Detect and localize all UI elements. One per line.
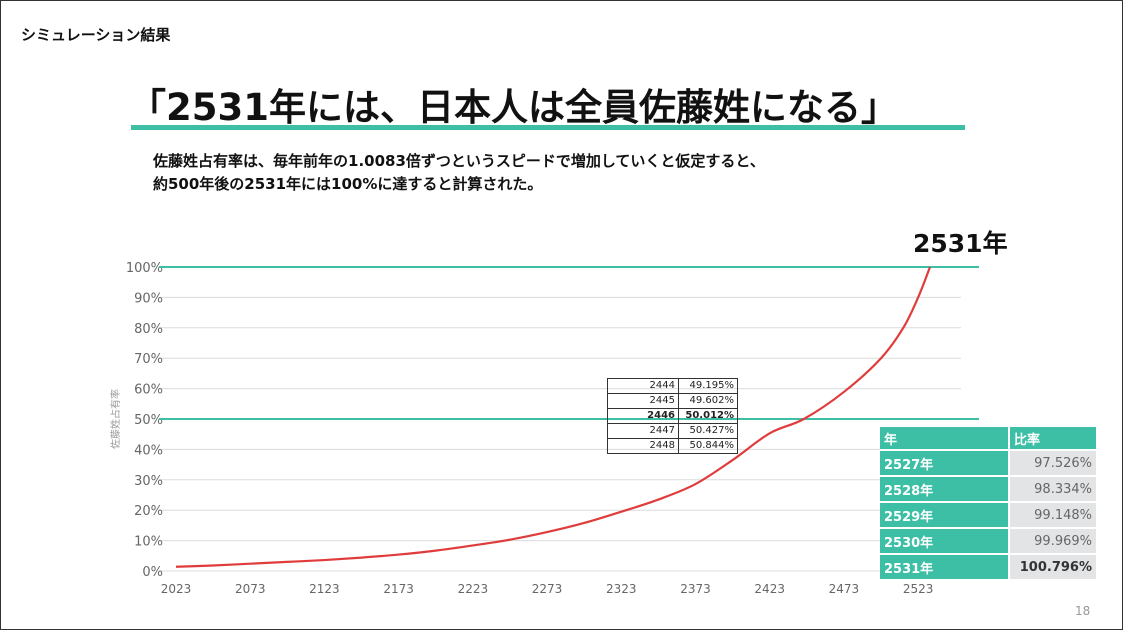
- result-value: 99.969%: [1010, 527, 1096, 553]
- detail-table: 2444 49.195% 2445 49.602% 2446 50.012% 2447 50.…: [607, 378, 738, 454]
- x-tick-label: 2173: [383, 582, 414, 596]
- description-line-2: 約500年後の2531年には100%に達すると計算された。: [153, 175, 543, 193]
- result-row: 2528年 98.334%: [880, 475, 1096, 501]
- x-tick-label: 2273: [532, 582, 563, 596]
- result-year: 2527年: [880, 449, 1010, 475]
- x-tick-label: 2023: [161, 582, 192, 596]
- detail-year: 2445: [607, 393, 679, 409]
- detail-year: 2446: [607, 408, 679, 424]
- detail-row: 2447 50.427%: [607, 423, 738, 439]
- x-tick-label: 2473: [829, 582, 860, 596]
- page-number: 18: [1075, 604, 1091, 618]
- detail-value: 50.012%: [678, 408, 738, 424]
- detail-row: 2445 49.602%: [607, 393, 738, 409]
- x-tick-label: 2073: [235, 582, 266, 596]
- y-tick-label: 20%: [134, 504, 163, 519]
- description-line-1: 佐藤姓占有率は、毎年前年の1.0083倍ずつというスピードで増加していくと仮定す…: [153, 152, 765, 170]
- y-tick-label: 40%: [134, 443, 163, 458]
- detail-year: 2447: [607, 423, 679, 439]
- result-year: 2529年: [880, 501, 1010, 527]
- y-tick-label: 100%: [126, 261, 163, 276]
- result-row: 2529年 99.148%: [880, 501, 1096, 527]
- result-value: 98.334%: [1010, 475, 1096, 501]
- series-line: [175, 266, 932, 568]
- x-tick-label: 2523: [903, 582, 934, 596]
- y-tick-label: 30%: [134, 474, 163, 489]
- result-header-year: 年: [880, 427, 1010, 449]
- detail-value: 49.195%: [678, 378, 738, 394]
- title-underline: [131, 125, 965, 130]
- y-tick-label: 0%: [142, 565, 163, 580]
- x-tick-label: 2323: [606, 582, 637, 596]
- detail-year: 2448: [607, 438, 679, 454]
- y-tick-label: 80%: [134, 322, 163, 337]
- result-table: 年 比率 2527年 97.526% 2528年 98.334% 2529年 99.148…: [880, 427, 1096, 579]
- y-tick-label: 60%: [134, 383, 163, 398]
- result-row: 2531年 100.796%: [880, 553, 1096, 579]
- detail-value: 50.427%: [678, 423, 738, 439]
- y-axis-label: 佐藤姓占有率: [109, 389, 122, 449]
- detail-year: 2444: [607, 378, 679, 394]
- x-tick-label: 2423: [754, 582, 785, 596]
- detail-row: 2446 50.012%: [607, 408, 738, 424]
- result-year: 2531年: [880, 553, 1010, 579]
- result-year: 2528年: [880, 475, 1010, 501]
- result-row: 2527年 97.526%: [880, 449, 1096, 475]
- slide-title: 「2531年には、日本人は全員佐藤姓になる」: [129, 86, 898, 129]
- x-tick-label: 2373: [680, 582, 711, 596]
- result-year: 2530年: [880, 527, 1010, 553]
- detail-row: 2444 49.195%: [607, 378, 738, 394]
- result-value: 100.796%: [1010, 553, 1096, 579]
- result-header-ratio: 比率: [1010, 427, 1096, 449]
- y-tick-label: 50%: [134, 413, 163, 428]
- x-tick-label: 2223: [458, 582, 489, 596]
- detail-value: 49.602%: [678, 393, 738, 409]
- result-value: 99.148%: [1010, 501, 1096, 527]
- y-tick-label: 70%: [134, 352, 163, 367]
- y-tick-label: 10%: [134, 535, 163, 550]
- y-tick-label: 90%: [134, 291, 163, 306]
- callout-year: 2531年: [913, 229, 1008, 258]
- x-tick-label: 2123: [309, 582, 340, 596]
- description: 佐藤姓占有率は、毎年前年の1.0083倍ずつというスピードで増加していくと仮定す…: [153, 150, 765, 196]
- detail-value: 50.844%: [678, 438, 738, 454]
- result-value: 97.526%: [1010, 449, 1096, 475]
- detail-row: 2448 50.844%: [607, 438, 738, 454]
- section-label: シミュレーション結果: [21, 26, 171, 44]
- result-row: 2530年 99.969%: [880, 527, 1096, 553]
